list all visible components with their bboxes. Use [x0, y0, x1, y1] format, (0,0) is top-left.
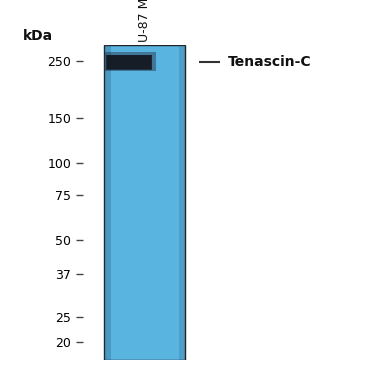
Bar [105, 52, 156, 72]
Bar [178, 45, 185, 360]
FancyBboxPatch shape [106, 55, 152, 70]
Text: U-87 MG: U-87 MG [138, 0, 151, 42]
Text: Tenascin-C: Tenascin-C [228, 56, 312, 69]
Bar [104, 45, 185, 360]
Text: kDa: kDa [23, 29, 53, 44]
Bar [104, 45, 111, 360]
